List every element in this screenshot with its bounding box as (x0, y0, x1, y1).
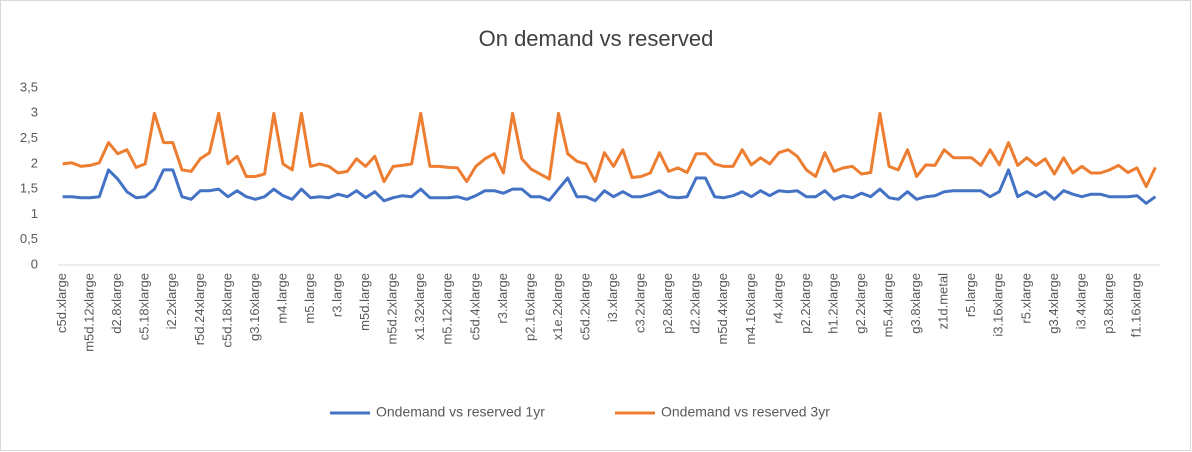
x-tick-label: r3.xlarge (495, 273, 510, 324)
x-tick-label: i2.2xlarge (164, 273, 179, 329)
x-tick-label: g2.2xlarge (853, 273, 868, 334)
x-tick-label: h1.2xlarge (825, 273, 840, 334)
x-tick-label: z1d.metal (936, 273, 951, 329)
x-tick-label: i3.4xlarge (1073, 273, 1088, 329)
x-tick-label: r5.large (963, 273, 978, 317)
series-line (62, 168, 1157, 205)
y-tick-label: 2 (31, 155, 38, 170)
x-tick-label: m4.16xlarge (743, 273, 758, 345)
legend-label: Ondemand vs reserved 1yr (376, 404, 545, 420)
x-tick-label: c5d.4xlarge (467, 273, 482, 340)
x-tick-label: r5.xlarge (1018, 273, 1033, 324)
x-tick-label: m4.large (274, 273, 289, 324)
x-tick-label: g3.4xlarge (1046, 273, 1061, 334)
x-tick-label: m5d.4xlarge (715, 273, 730, 345)
legend-label: Ondemand vs reserved 3yr (661, 404, 830, 420)
y-tick-label: 1 (31, 206, 38, 221)
x-tick-label: r5d.24xlarge (192, 273, 207, 345)
x-tick-label: r3.large (330, 273, 345, 317)
x-tick-label: g3.8xlarge (908, 273, 923, 334)
x-tick-label: m5.large (302, 273, 317, 324)
chart-title: On demand vs reserved (479, 26, 714, 51)
x-tick-label: p2.8xlarge (660, 273, 675, 334)
x-tick-label: i3.16xlarge (991, 273, 1006, 337)
x-tick-label: m5d.2xlarge (385, 273, 400, 345)
x-tick-label: f1.16xlarge (1128, 273, 1143, 337)
x-tick-label: c3.2xlarge (633, 273, 648, 333)
x-tick-label: d2.2xlarge (688, 273, 703, 334)
x-tick-label: r4.xlarge (770, 273, 785, 324)
y-tick-label: 1,5 (20, 181, 38, 196)
x-tick-label: x1e.2xlarge (550, 273, 565, 340)
x-tick-label: c5.18xlarge (137, 273, 152, 340)
x-tick-label: m5d.12xlarge (82, 273, 97, 352)
x-tick-label: x1.32xlarge (412, 273, 427, 340)
y-tick-label: 0 (31, 256, 38, 271)
x-tick-label: p2.16xlarge (522, 273, 537, 341)
x-tick-label: c5d.18xlarge (219, 273, 234, 347)
y-tick-label: 3 (31, 105, 38, 120)
x-tick-label: m5d.large (357, 273, 372, 331)
x-tick-label: c5d.2xlarge (577, 273, 592, 340)
x-tick-label: c5d.xlarge (54, 273, 69, 333)
x-tick-label: p2.2xlarge (798, 273, 813, 334)
x-tick-label: m5.12xlarge (440, 273, 455, 345)
x-tick-label: i3.xlarge (605, 273, 620, 322)
y-tick-label: 0,5 (20, 231, 38, 246)
x-tick-label: p3.8xlarge (1101, 273, 1116, 334)
x-tick-label: g3.16xlarge (247, 273, 262, 341)
y-tick-label: 2,5 (20, 130, 38, 145)
x-tick-label: m5.4xlarge (881, 273, 896, 337)
y-tick-label: 3,5 (20, 79, 38, 94)
series-line (62, 111, 1157, 189)
x-tick-label: d2.8xlarge (109, 273, 124, 334)
